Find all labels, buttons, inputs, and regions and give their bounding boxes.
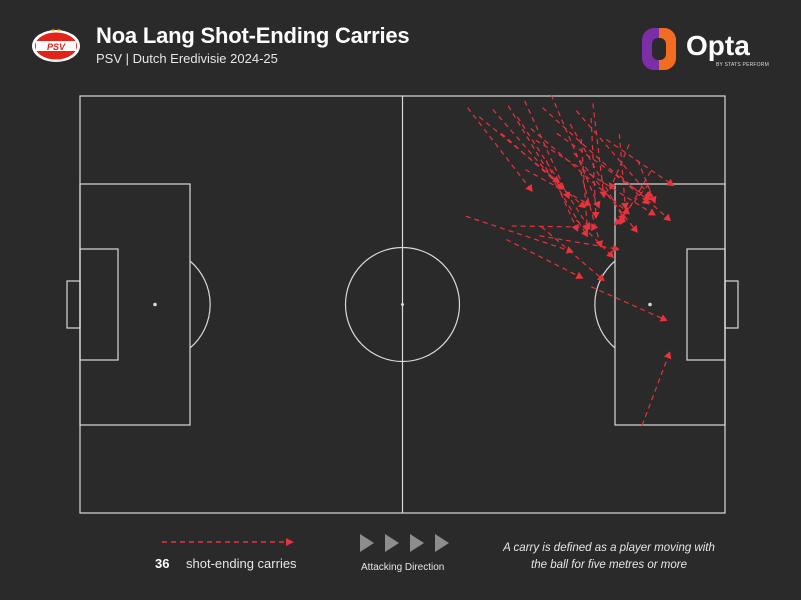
carry-arrow: [590, 286, 668, 322]
carry-arrow: [618, 133, 629, 210]
carry-arrow: [608, 144, 630, 191]
carry-arrow: [539, 235, 620, 253]
carry-arrow: [506, 238, 584, 279]
carry-arrow: [580, 138, 591, 232]
psv-badge-icon: PSV ★ ★: [32, 28, 80, 62]
carry-arrow: [545, 160, 579, 232]
carry-arrow: [524, 100, 571, 200]
carry-arrow: [507, 105, 588, 238]
opta-byline: BY STATS PERFORM: [716, 62, 769, 68]
right-penalty-arc: [594, 260, 616, 349]
right-goal: [724, 280, 739, 329]
left-penalty-spot: [153, 302, 157, 307]
centre-circle: [344, 246, 461, 363]
direction-arrow-icon: [410, 534, 424, 552]
carry-arrow: [556, 132, 651, 201]
chart-subtitle: PSV | Dutch Eredivisie 2024-25: [96, 51, 278, 66]
direction-arrow-icon: [435, 534, 449, 552]
carry-arrow: [619, 175, 672, 222]
left-penalty-area: [79, 183, 191, 426]
carry-arrow: [606, 139, 675, 187]
direction-arrow-icon: [385, 534, 399, 552]
carry-arrow: [575, 110, 652, 198]
carry-arrow: [590, 118, 600, 219]
carry-arrow: [619, 171, 652, 226]
carry-arrow: [511, 223, 599, 232]
attacking-direction-arrows: [360, 534, 449, 552]
opta-mark-icon: [642, 28, 676, 70]
legend-count: 36: [155, 556, 170, 571]
carry-arrow: [592, 103, 608, 199]
psv-badge-text: PSV: [47, 42, 66, 52]
opta-logo: Opta BY STATS PERFORM: [638, 26, 778, 72]
carry-arrow: [516, 116, 591, 230]
carry-arrow: [573, 152, 638, 233]
carry-arrow: [501, 132, 586, 209]
left-six-yard-box: [79, 248, 119, 361]
chart-title: Noa Lang Shot-Ending Carries: [96, 23, 410, 48]
carry-arrow: [465, 215, 574, 254]
carry-arrow: [641, 351, 672, 426]
carry-arrow: [530, 128, 630, 215]
left-goal: [66, 280, 81, 329]
carry-arrow: [535, 139, 656, 216]
direction-arrow-icon: [360, 534, 374, 552]
carry-arrow: [540, 226, 605, 282]
legend-label: shot-ending carries: [186, 556, 297, 571]
carry-arrow: [542, 107, 650, 205]
carry-arrow: [580, 171, 604, 248]
legend-carry-arrow: [162, 538, 294, 546]
attacking-direction-label: Attacking Direction: [361, 562, 445, 573]
opta-wordmark: Opta: [686, 30, 750, 61]
carry-arrow: [637, 160, 657, 204]
right-six-yard-box: [686, 248, 726, 361]
svg-text:★ ★: ★ ★: [51, 28, 62, 34]
carry-arrow: [467, 107, 533, 192]
centre-spot: [401, 303, 404, 306]
carry-arrow: [550, 94, 601, 209]
carry-definition-note: A carry is defined as a player moving wi…: [503, 542, 715, 571]
right-penalty-spot: [648, 302, 652, 307]
left-penalty-arc: [189, 260, 211, 349]
